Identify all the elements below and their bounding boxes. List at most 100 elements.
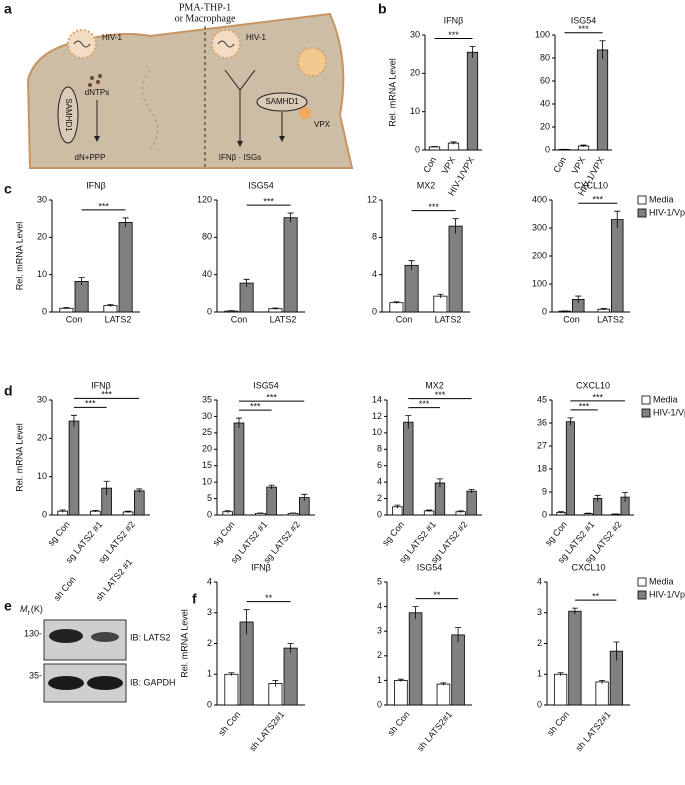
bar <box>134 490 145 516</box>
y-tick-label: 9 <box>542 486 547 496</box>
significance-label: *** <box>579 401 590 411</box>
error-bar <box>557 511 564 514</box>
error-bar <box>243 609 250 635</box>
error-bar <box>122 217 129 227</box>
x-tick-label: sg Con <box>543 519 569 547</box>
bar <box>433 295 448 313</box>
error-bar <box>557 672 564 676</box>
legend-label: HIV-1/Vpx <box>649 207 685 217</box>
y-tick-label: 8 <box>372 232 377 242</box>
y-axis-label: Rel. mRNA Level <box>387 58 397 127</box>
significance-label: *** <box>448 30 459 40</box>
error-bar <box>287 643 294 653</box>
bar <box>448 225 463 313</box>
vpx <box>299 107 311 119</box>
y-tick-label: 5 <box>207 493 212 503</box>
y-tick-label: 6 <box>377 460 382 470</box>
y-tick-label: 60 <box>540 75 550 85</box>
y-tick-label: 36 <box>537 417 547 427</box>
bar <box>394 680 408 706</box>
bar <box>283 647 298 706</box>
significance-label: *** <box>250 401 261 411</box>
y-tick-label: 25 <box>202 427 212 437</box>
error-bar <box>63 307 70 310</box>
significance-label: *** <box>85 399 96 409</box>
y-tick-label: 0 <box>207 509 212 519</box>
panel-label: a <box>4 1 12 17</box>
error-bar <box>412 606 419 619</box>
bar <box>434 482 446 516</box>
diagram-subtitle: or Macrophage <box>175 13 236 24</box>
legend-swatch <box>637 208 647 218</box>
y-tick-label: 14 <box>372 394 382 404</box>
y-tick-label: 0 <box>42 509 47 519</box>
legend-swatch <box>641 395 651 405</box>
bar <box>268 683 283 706</box>
y-axis-label: Rel. mRNA Level <box>14 423 24 492</box>
virus-label: HIV-1 <box>246 33 267 42</box>
y-tick-label: 20 <box>37 232 47 242</box>
error-bar <box>78 277 85 286</box>
error-bar <box>580 144 587 147</box>
error-bar <box>393 301 400 304</box>
error-bar <box>600 307 607 311</box>
y-tick-label: 40 <box>202 269 212 279</box>
error-bar <box>224 510 231 513</box>
x-tick-label: Con <box>551 155 568 174</box>
cell <box>26 12 354 169</box>
error-bar <box>290 512 297 514</box>
y-tick-label: 0 <box>545 144 550 154</box>
x-tick-label: sh Con <box>386 709 412 737</box>
error-bar <box>107 304 114 307</box>
virus-vpx <box>297 47 327 77</box>
significance-label: *** <box>592 195 603 205</box>
y-tick-label: 18 <box>537 463 547 473</box>
panel-label: d <box>4 383 13 399</box>
y-tick-label: 10 <box>37 471 47 481</box>
error-bar <box>575 295 582 303</box>
samhd1-label: SAMHD1 <box>265 97 299 106</box>
error-bar <box>426 509 433 512</box>
error-bar <box>469 46 476 58</box>
error-bar <box>450 141 457 145</box>
y-tick-label: 0 <box>537 699 542 709</box>
y-axis-label: Rel. mRNA Level <box>179 609 189 678</box>
y-tick-label: 35 <box>202 394 212 404</box>
samhd1 <box>256 92 308 112</box>
y-tick-label: 120 <box>197 194 212 204</box>
band <box>87 676 123 690</box>
legend-label: Media <box>649 194 674 204</box>
bar <box>428 146 441 151</box>
error-bar <box>452 218 459 234</box>
x-tick-label: VPX <box>570 155 588 176</box>
chart-title: MX2 <box>417 180 436 190</box>
vpx-label: VPX <box>314 120 331 129</box>
legend-label: Media <box>653 394 678 404</box>
significance-label: *** <box>419 399 430 409</box>
error-bar <box>437 293 444 298</box>
chart-title: ISG54 <box>248 180 274 190</box>
chart-title: CXCL10 <box>576 380 610 390</box>
y-tick-label: 4 <box>377 601 382 611</box>
y-tick-label: 10 <box>372 427 382 437</box>
error-bar <box>457 510 464 513</box>
chart-title: IFNβ <box>251 562 271 572</box>
y-tick-label: 27 <box>537 440 547 450</box>
x-tick-label: Con <box>421 155 438 174</box>
error-bar <box>394 504 401 509</box>
y-tick-label: 30 <box>410 29 420 39</box>
y-tick-label: 30 <box>202 411 212 421</box>
y-tick-label: 0 <box>42 306 47 316</box>
error-bar <box>561 310 568 312</box>
y-tick-label: 2 <box>377 493 382 503</box>
bar <box>389 302 404 313</box>
x-tick-label: sg Con <box>46 519 72 547</box>
y-tick-label: 0 <box>542 509 547 519</box>
y-tick-label: 20 <box>540 121 550 131</box>
panel-label: e <box>4 598 12 614</box>
y-tick-label: 80 <box>540 52 550 62</box>
error-bar <box>125 510 132 513</box>
chart-title: IFNβ <box>444 15 464 25</box>
significance-label: *** <box>98 201 109 211</box>
significance-label: *** <box>435 390 446 400</box>
